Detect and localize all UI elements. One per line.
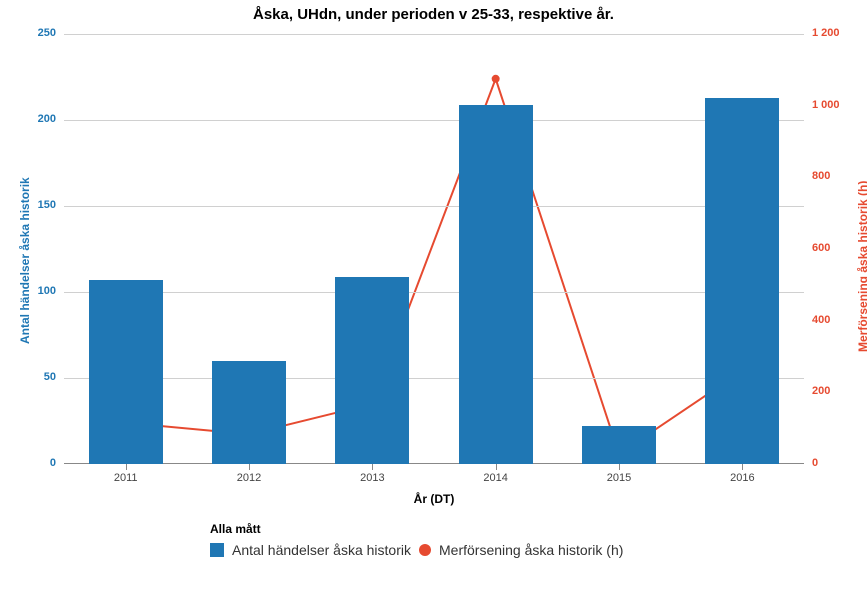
gridline	[64, 206, 804, 207]
y-left-tick-label: 200	[22, 113, 56, 125]
bar	[459, 105, 533, 464]
x-tick	[742, 464, 743, 470]
x-axis-title: År (DT)	[64, 492, 804, 506]
bar	[582, 426, 656, 464]
y-left-tick-label: 0	[22, 457, 56, 469]
legend-title: Alla mått	[210, 522, 261, 536]
chart-title: Åska, UHdn, under perioden v 25-33, resp…	[0, 6, 867, 23]
x-tick	[619, 464, 620, 470]
y-right-tick-label: 1 000	[812, 99, 862, 111]
bar	[212, 361, 286, 464]
gridline	[64, 292, 804, 293]
y-right-tick-label: 600	[812, 242, 862, 254]
legend: Antal händelser åska historik Merförseni…	[210, 542, 623, 558]
legend-swatch-bar	[210, 543, 224, 557]
legend-swatch-dot	[419, 544, 431, 556]
legend-line-label: Merförsening åska historik (h)	[439, 542, 623, 558]
x-tick-label: 2016	[730, 472, 754, 484]
gridline	[64, 34, 804, 35]
y-right-tick-label: 800	[812, 170, 862, 182]
y-right-tick-label: 200	[812, 385, 862, 397]
y-right-axis-title: Merförsening åska historik (h)	[856, 181, 867, 352]
x-tick-label: 2013	[360, 472, 384, 484]
plot-area	[64, 34, 804, 464]
x-tick	[126, 464, 127, 470]
line-series	[64, 34, 804, 464]
x-axis-baseline	[64, 463, 804, 464]
y-right-tick-label: 0	[812, 457, 862, 469]
gridline	[64, 378, 804, 379]
x-tick-label: 2012	[237, 472, 261, 484]
y-left-tick-label: 150	[22, 199, 56, 211]
bar	[705, 98, 779, 464]
bar	[89, 280, 163, 464]
gridline	[64, 120, 804, 121]
y-left-tick-label: 50	[22, 371, 56, 383]
bar	[335, 277, 409, 464]
legend-bar-label: Antal händelser åska historik	[232, 542, 411, 558]
chart-container: Åska, UHdn, under perioden v 25-33, resp…	[0, 0, 867, 601]
x-tick-label: 2015	[607, 472, 631, 484]
y-left-tick-label: 250	[22, 27, 56, 39]
x-tick	[496, 464, 497, 470]
x-tick	[372, 464, 373, 470]
x-tick	[249, 464, 250, 470]
x-tick-label: 2014	[483, 472, 507, 484]
y-right-tick-label: 400	[812, 314, 862, 326]
y-left-tick-label: 100	[22, 285, 56, 297]
x-tick-label: 2011	[114, 472, 138, 484]
line-marker	[492, 75, 500, 83]
y-right-tick-label: 1 200	[812, 27, 862, 39]
